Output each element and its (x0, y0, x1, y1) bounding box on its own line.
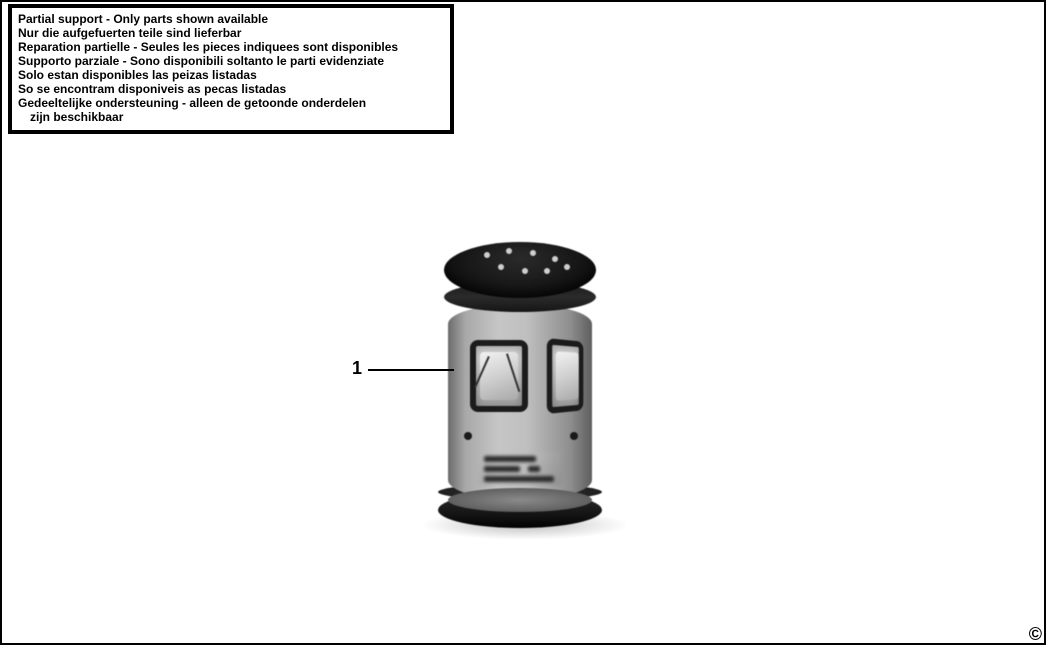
sensor-dot (464, 432, 472, 440)
rating-label (478, 452, 562, 486)
copyright-symbol: © (1029, 624, 1042, 645)
label-row (484, 456, 536, 462)
cap-indicator-dot (498, 264, 504, 270)
callout-label-1: 1 (352, 358, 362, 379)
laser-window-side (547, 338, 584, 414)
cap-indicator-dot (544, 268, 550, 274)
label-row (484, 476, 554, 482)
label-row (484, 466, 520, 472)
exploded-diagram: 1 (0, 0, 1050, 649)
laser-window (470, 340, 528, 412)
cap-indicator-dot (564, 264, 570, 270)
cap-indicator-dot (552, 256, 558, 262)
cap-indicator-dot (522, 268, 528, 274)
control-cap (444, 242, 596, 298)
callout-leader-1 (368, 369, 454, 371)
laser-level-unit (438, 242, 602, 532)
cap-indicator-dot (484, 252, 490, 258)
cap-indicator-dot (530, 250, 536, 256)
label-row (528, 466, 540, 472)
window-glass (556, 351, 579, 400)
cap-indicator-dot (506, 248, 512, 254)
sensor-dot (570, 432, 578, 440)
